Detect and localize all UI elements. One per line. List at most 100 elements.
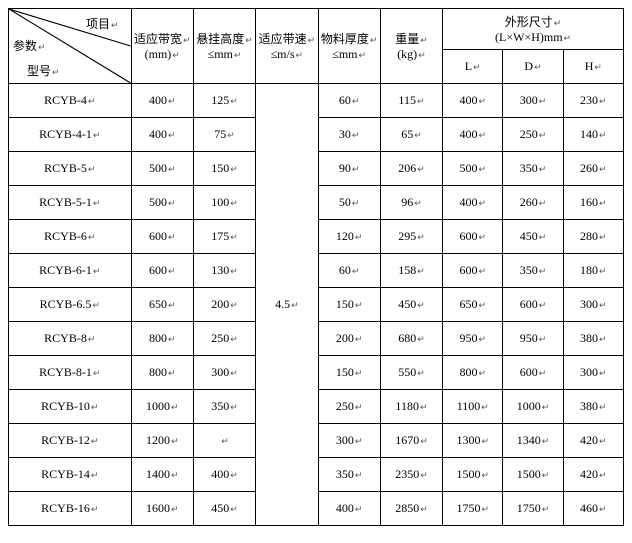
cell-belt-width: 600 bbox=[131, 254, 193, 288]
cell-hang-height: 150 bbox=[193, 152, 255, 186]
cell-belt-width: 1600 bbox=[131, 492, 193, 526]
cell-model: RCYB-5 bbox=[9, 152, 132, 186]
header-H: H bbox=[563, 50, 623, 84]
header-material-thickness: 物料厚度 ≤mm bbox=[318, 9, 380, 84]
cell-model: RCYB-8 bbox=[9, 322, 132, 356]
cell-L: 600 bbox=[443, 254, 503, 288]
cell-H: 380 bbox=[563, 390, 623, 424]
cell-hang-height: 400 bbox=[193, 458, 255, 492]
cell-D: 1500 bbox=[503, 458, 563, 492]
header-dim-unit: (L×W×H)mm bbox=[445, 30, 621, 45]
header-diag-bot: 型号 bbox=[27, 62, 60, 79]
cell-belt-width: 1200 bbox=[131, 424, 193, 458]
cell-weight: 96 bbox=[380, 186, 442, 220]
cell-material-thickness: 300 bbox=[318, 424, 380, 458]
cell-L: 650 bbox=[443, 288, 503, 322]
cell-hang-height: 125 bbox=[193, 84, 255, 118]
header-weight: 重量 (kg) bbox=[380, 9, 442, 84]
cell-model: RCYB-12 bbox=[9, 424, 132, 458]
cell-L: 400 bbox=[443, 84, 503, 118]
cell-model: RCYB-6 bbox=[9, 220, 132, 254]
cell-belt-width: 400 bbox=[131, 118, 193, 152]
cell-material-thickness: 150 bbox=[318, 356, 380, 390]
cell-belt-width: 500 bbox=[131, 186, 193, 220]
cell-material-thickness: 120 bbox=[318, 220, 380, 254]
header-belt-speed-label: 适应带速 bbox=[258, 30, 315, 47]
cell-model: RCYB-6.5 bbox=[9, 288, 132, 322]
cell-D: 1750 bbox=[503, 492, 563, 526]
cell-model: RCYB-14 bbox=[9, 458, 132, 492]
cell-hang-height: 75 bbox=[193, 118, 255, 152]
cell-D: 350 bbox=[503, 254, 563, 288]
cell-hang-height: 130 bbox=[193, 254, 255, 288]
cell-model: RCYB-6-1 bbox=[9, 254, 132, 288]
cell-D: 1340 bbox=[503, 424, 563, 458]
cell-model: RCYB-8-1 bbox=[9, 356, 132, 390]
cell-weight: 158 bbox=[380, 254, 442, 288]
cell-weight: 680 bbox=[380, 322, 442, 356]
cell-D: 600 bbox=[503, 356, 563, 390]
cell-material-thickness: 60 bbox=[318, 84, 380, 118]
cell-model: RCYB-10 bbox=[9, 390, 132, 424]
cell-material-thickness: 50 bbox=[318, 186, 380, 220]
cell-hang-height: 450 bbox=[193, 492, 255, 526]
cell-hang-height: 100 bbox=[193, 186, 255, 220]
cell-belt-width: 600 bbox=[131, 220, 193, 254]
header-mt-unit: ≤mm bbox=[321, 47, 378, 62]
cell-H: 280 bbox=[563, 220, 623, 254]
cell-D: 350 bbox=[503, 152, 563, 186]
header-belt-speed-unit: ≤m/s bbox=[258, 47, 315, 62]
cell-H: 230 bbox=[563, 84, 623, 118]
cell-L: 1750 bbox=[443, 492, 503, 526]
cell-weight: 450 bbox=[380, 288, 442, 322]
cell-belt-width: 400 bbox=[131, 84, 193, 118]
cell-D: 260 bbox=[503, 186, 563, 220]
cell-model: RCYB-4 bbox=[9, 84, 132, 118]
header-belt-width-label: 适应带宽 bbox=[134, 30, 191, 47]
cell-H: 160 bbox=[563, 186, 623, 220]
cell-D: 300 bbox=[503, 84, 563, 118]
cell-material-thickness: 250 bbox=[318, 390, 380, 424]
cell-hang-height bbox=[193, 424, 255, 458]
cell-belt-width: 500 bbox=[131, 152, 193, 186]
cell-model: RCYB-5-1 bbox=[9, 186, 132, 220]
cell-weight: 1670 bbox=[380, 424, 442, 458]
header-dim-label: 外形尺寸 bbox=[445, 13, 621, 30]
table-body: RCYB-44001254.560115400300230RCYB-4-1400… bbox=[9, 84, 624, 526]
cell-hang-height: 350 bbox=[193, 390, 255, 424]
cell-belt-width: 800 bbox=[131, 322, 193, 356]
cell-material-thickness: 90 bbox=[318, 152, 380, 186]
cell-material-thickness: 30 bbox=[318, 118, 380, 152]
cell-weight: 115 bbox=[380, 84, 442, 118]
cell-D: 250 bbox=[503, 118, 563, 152]
header-weight-label: 重量 bbox=[383, 30, 440, 47]
cell-belt-width: 1400 bbox=[131, 458, 193, 492]
cell-L: 600 bbox=[443, 220, 503, 254]
header-D: D bbox=[503, 50, 563, 84]
header-belt-width: 适应带宽 (mm) bbox=[131, 9, 193, 84]
table-row: RCYB-44001254.560115400300230 bbox=[9, 84, 624, 118]
header-diag-mid: 参数 bbox=[13, 37, 46, 54]
cell-hang-height: 175 bbox=[193, 220, 255, 254]
header-belt-width-unit: (mm) bbox=[134, 47, 191, 62]
cell-L: 800 bbox=[443, 356, 503, 390]
cell-L: 500 bbox=[443, 152, 503, 186]
cell-L: 1300 bbox=[443, 424, 503, 458]
header-belt-speed: 适应带速 ≤m/s bbox=[256, 9, 318, 84]
cell-D: 450 bbox=[503, 220, 563, 254]
cell-belt-speed-merged: 4.5 bbox=[256, 84, 318, 526]
cell-material-thickness: 150 bbox=[318, 288, 380, 322]
header-weight-unit: (kg) bbox=[383, 47, 440, 62]
header-hang-height-unit: ≤mm bbox=[196, 47, 253, 62]
cell-L: 1500 bbox=[443, 458, 503, 492]
header-diag-top: 项目 bbox=[86, 15, 119, 32]
cell-L: 1100 bbox=[443, 390, 503, 424]
cell-D: 600 bbox=[503, 288, 563, 322]
header-dimensions: 外形尺寸 (L×W×H)mm bbox=[443, 9, 624, 50]
cell-weight: 295 bbox=[380, 220, 442, 254]
cell-H: 420 bbox=[563, 424, 623, 458]
table-header: 项目 参数 型号 适应带宽 (mm) 悬挂高度 ≤mm 适应带速 ≤m/s 物料… bbox=[9, 9, 624, 84]
cell-weight: 1180 bbox=[380, 390, 442, 424]
cell-H: 460 bbox=[563, 492, 623, 526]
cell-model: RCYB-4-1 bbox=[9, 118, 132, 152]
